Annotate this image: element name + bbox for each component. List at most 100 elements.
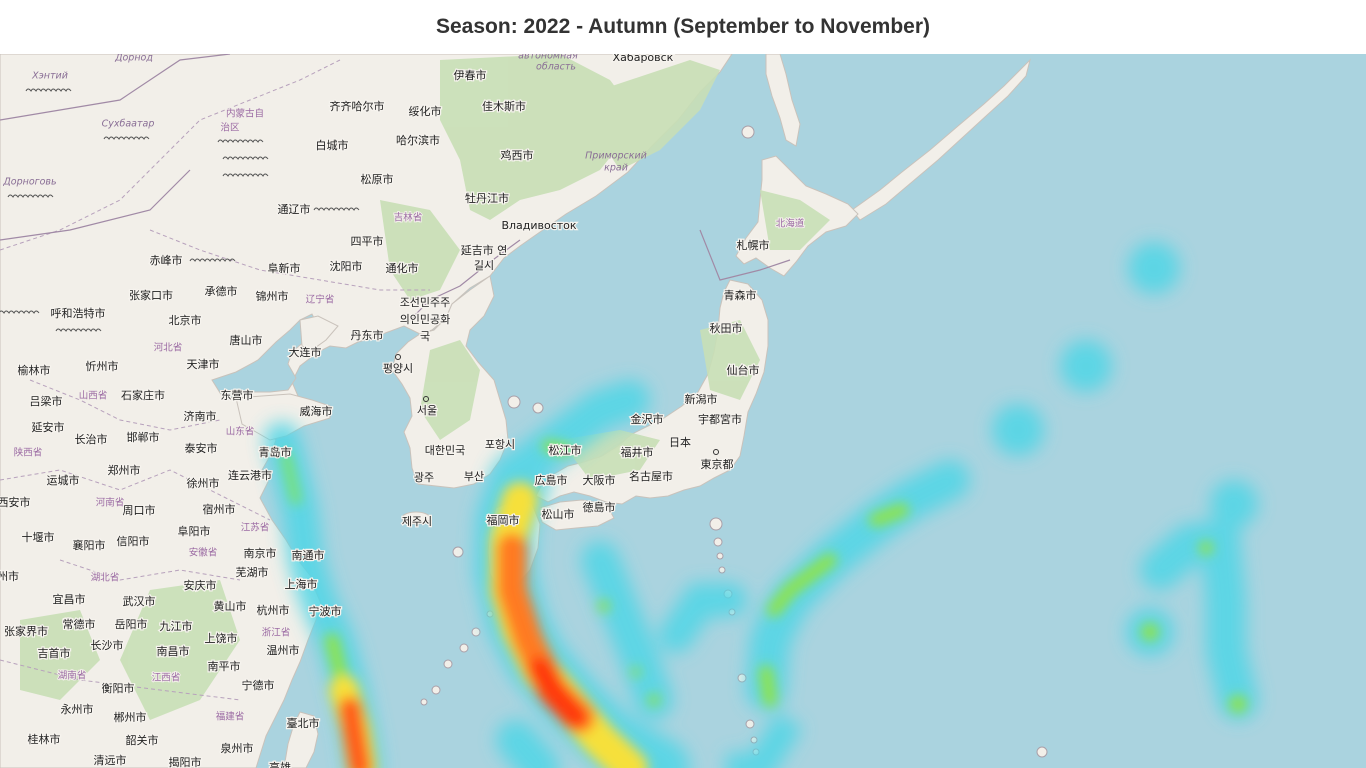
city-label: 邯郸市 (127, 430, 160, 444)
city-label: 安庆市 (184, 578, 217, 592)
city-label: 徐州市 (187, 476, 220, 490)
city-label: 宜昌市 (53, 592, 86, 606)
region-label: область (536, 62, 576, 73)
city-label: 永州市 (61, 702, 94, 716)
city-label: 襄阳市 (73, 538, 106, 552)
city-label: 평양시 (383, 362, 413, 375)
city-label: 松江市 (549, 443, 582, 457)
province-label: 福建省 (216, 711, 245, 723)
city-label: 长沙市 (91, 638, 124, 652)
city-label: 唐山市 (230, 333, 263, 347)
city-label: 부산 (464, 470, 484, 483)
region-label: Дорнод (114, 54, 153, 64)
city-label: 天津市 (187, 357, 220, 371)
city-label: 青森市 (724, 288, 757, 302)
shandong-peninsula (235, 393, 331, 441)
mongolian-script-label (222, 173, 269, 177)
city-label: 札幌市 (737, 238, 770, 252)
city-label: 芜湖市 (236, 565, 269, 579)
mongolian-script-label (25, 88, 72, 92)
mongolian-script-label (7, 194, 54, 198)
capital-marker (713, 449, 719, 455)
bohai-sea (211, 313, 319, 399)
city-label: 张家界市 (4, 624, 48, 638)
city-label: 宁德市 (242, 678, 275, 692)
city-label: 宁波市 (309, 604, 342, 618)
city-label: 鸡西市 (501, 148, 534, 162)
mongolian-script-label (55, 328, 102, 332)
province-label: 辽宁省 (306, 294, 335, 306)
city-label: 锦州市 (256, 289, 289, 303)
city-label: 제주시 (402, 515, 432, 528)
city-label: 青岛市 (259, 445, 292, 459)
city-label: 信阳市 (117, 534, 150, 548)
mongolian-script-label (222, 156, 269, 160)
city-label: 上海市 (285, 577, 318, 591)
city-label: 秋田市 (710, 321, 743, 335)
region-label: Хэнтий (31, 71, 68, 82)
province-label: 浙江省 (262, 627, 291, 639)
city-label: 常德市 (63, 617, 96, 631)
city-label: Владивосток (501, 219, 576, 232)
city-label: 포항시 (485, 438, 515, 451)
national-borders (0, 54, 791, 321)
region-label: край (604, 163, 628, 174)
city-label: 黄山市 (214, 599, 247, 613)
city-label: 吕梁市 (30, 394, 63, 408)
city-label: 南平市 (208, 659, 241, 673)
forest-areas (20, 54, 830, 720)
kuril-islands (851, 58, 1031, 221)
mongolian-script-label (313, 207, 360, 211)
russian-region-labels: Дорнод Хэнтий Сухбаатар Дорноговь автономная… (2, 54, 646, 188)
province-label: 湖北省 (91, 572, 120, 584)
city-label: 杭州市 (257, 603, 290, 617)
city-label: 武汉市 (123, 594, 156, 608)
region-label: Сухбаатар (102, 119, 155, 130)
city-label: 広島市 (535, 473, 568, 487)
city-label: 泉州市 (221, 741, 254, 755)
mongolian-script-label (217, 139, 264, 143)
province-label: 山东省 (226, 426, 255, 438)
city-label: 上饶市 (205, 631, 238, 645)
city-label: 周口市 (123, 503, 156, 517)
city-label: 東京都 (701, 457, 734, 471)
province-label: 吉林省 (394, 212, 423, 224)
city-label: 石家庄市 (121, 388, 165, 402)
jeju-island (401, 511, 431, 525)
city-label: 榆林市 (18, 363, 51, 377)
city-label: 佳木斯市 (482, 99, 526, 113)
city-label: 丹东市 (351, 328, 384, 342)
province-labels: 内蒙古自治区吉林省辽宁省河北省山西省山东省陕西省河南省江苏省安徽省湖北省浙江省湖… (13, 107, 806, 724)
province-label: 湖南省 (58, 670, 87, 682)
region-label: автономная (518, 54, 578, 62)
city-label: 州市 (0, 569, 19, 583)
city-label: 清远市 (94, 753, 127, 767)
province-label: 北海道 (776, 218, 805, 230)
city-label: 광주 (414, 471, 434, 484)
city-label: 赤峰市 (150, 253, 183, 267)
city-label: 温州市 (267, 643, 300, 657)
city-label: 郴州市 (114, 710, 147, 724)
city-label: 呼和浩特市 (51, 306, 106, 320)
city-label: 西安市 (0, 495, 31, 509)
city-label: 仙台市 (727, 363, 760, 377)
heatmap-map[interactable]: Дорнод Хэнтий Сухбаатар Дорноговь автономная… (0, 54, 1366, 768)
heatmap-layer (264, 242, 1258, 768)
city-label: 대한민국 (425, 444, 465, 457)
city-label: 大阪市 (583, 473, 616, 487)
city-label: 张家口市 (129, 288, 173, 302)
province-label: 河南省 (96, 497, 125, 509)
city-label: 通辽市 (278, 202, 311, 216)
city-label: 郑州市 (108, 463, 141, 477)
city-label: 牡丹江市 (465, 191, 509, 205)
city-label: 岳阳市 (115, 617, 148, 631)
province-label: 河北省 (154, 342, 183, 354)
city-label: 阜新市 (268, 261, 301, 275)
city-label: 宇都宮市 (698, 412, 742, 426)
city-label: 齐齐哈尔市 (330, 99, 385, 113)
city-label: 连云港市 (228, 468, 272, 482)
city-label: 泰安市 (185, 441, 218, 455)
city-label: 南昌市 (157, 644, 190, 658)
city-label: 徳島市 (583, 500, 616, 514)
